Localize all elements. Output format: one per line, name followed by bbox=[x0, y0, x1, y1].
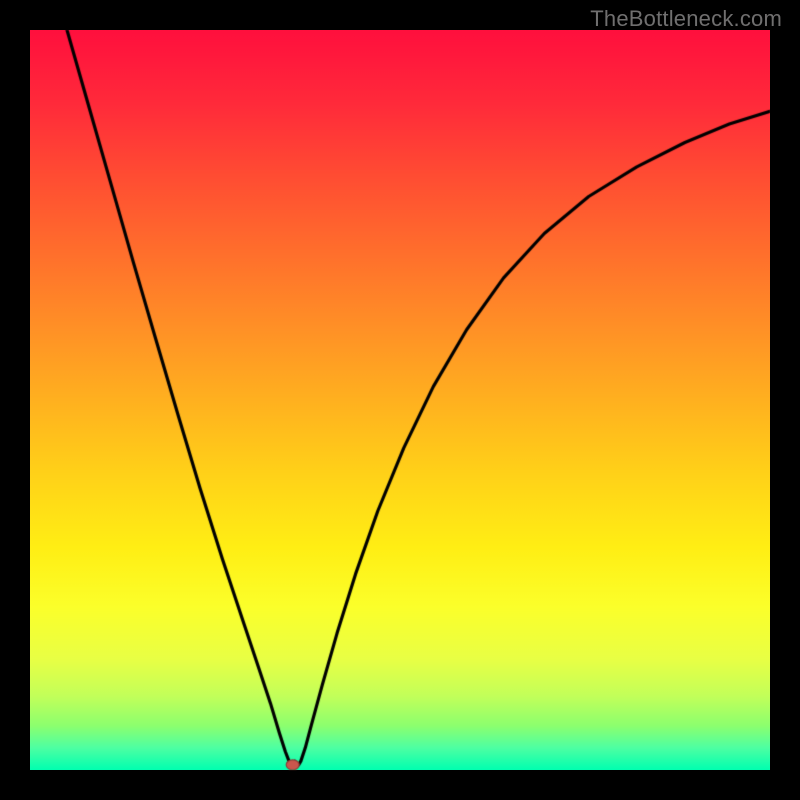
watermark-text: TheBottleneck.com bbox=[590, 6, 782, 32]
plot-background-gradient bbox=[30, 30, 770, 770]
stage: TheBottleneck.com bbox=[0, 0, 800, 800]
